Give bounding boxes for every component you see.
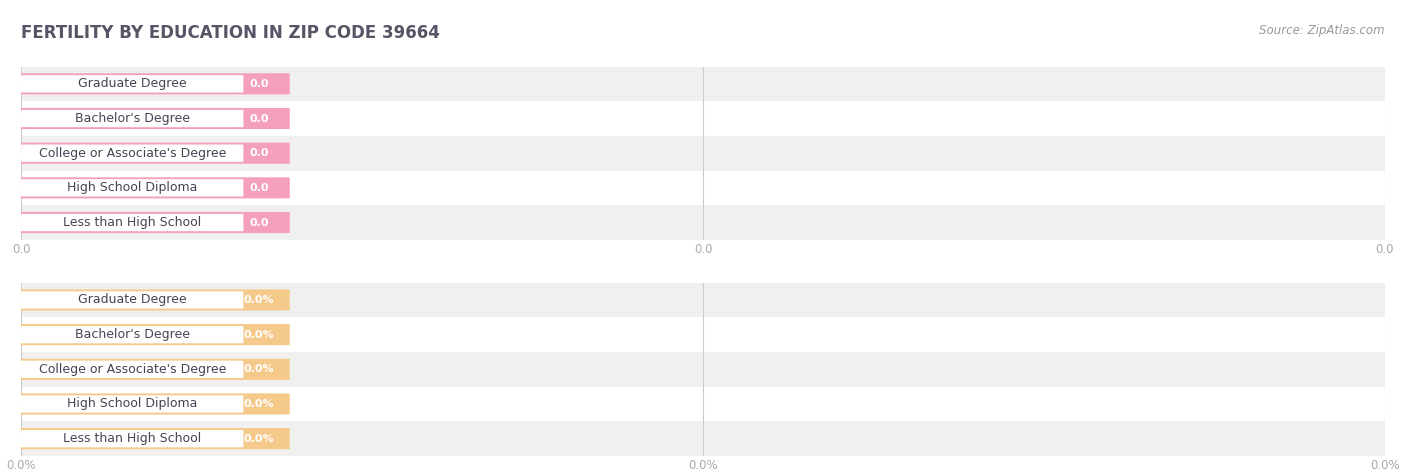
Text: 0.0%: 0.0%: [243, 330, 274, 340]
FancyBboxPatch shape: [21, 144, 243, 162]
Text: Graduate Degree: Graduate Degree: [77, 294, 187, 306]
Text: 0.0: 0.0: [249, 218, 269, 228]
FancyBboxPatch shape: [17, 359, 290, 380]
Text: 0.0: 0.0: [249, 148, 269, 158]
Text: FERTILITY BY EDUCATION IN ZIP CODE 39664: FERTILITY BY EDUCATION IN ZIP CODE 39664: [21, 24, 440, 42]
Text: College or Associate's Degree: College or Associate's Degree: [38, 147, 226, 160]
FancyBboxPatch shape: [17, 142, 290, 164]
Bar: [21, 66, 1385, 101]
Bar: [21, 317, 1385, 352]
FancyBboxPatch shape: [21, 214, 243, 231]
FancyBboxPatch shape: [21, 75, 243, 93]
Bar: [21, 421, 1385, 456]
FancyBboxPatch shape: [17, 73, 290, 95]
FancyBboxPatch shape: [21, 179, 243, 197]
Text: Bachelor's Degree: Bachelor's Degree: [75, 112, 190, 125]
Bar: [21, 136, 1385, 171]
Bar: [21, 171, 1385, 205]
FancyBboxPatch shape: [17, 212, 290, 233]
Bar: [21, 205, 1385, 240]
FancyBboxPatch shape: [17, 289, 290, 311]
FancyBboxPatch shape: [17, 177, 290, 199]
FancyBboxPatch shape: [17, 428, 290, 449]
Bar: [21, 387, 1385, 421]
Text: 0.0: 0.0: [249, 79, 269, 89]
Bar: [21, 352, 1385, 387]
FancyBboxPatch shape: [21, 110, 243, 127]
Text: 0.0%: 0.0%: [243, 434, 274, 444]
Text: 0.0%: 0.0%: [243, 295, 274, 305]
Text: High School Diploma: High School Diploma: [67, 398, 197, 410]
FancyBboxPatch shape: [17, 108, 290, 129]
Bar: [21, 283, 1385, 317]
Text: 0.0%: 0.0%: [243, 364, 274, 374]
FancyBboxPatch shape: [21, 326, 243, 343]
Text: 0.0: 0.0: [249, 183, 269, 193]
FancyBboxPatch shape: [21, 291, 243, 309]
Text: College or Associate's Degree: College or Associate's Degree: [38, 363, 226, 376]
FancyBboxPatch shape: [17, 393, 290, 415]
Text: Bachelor's Degree: Bachelor's Degree: [75, 328, 190, 341]
FancyBboxPatch shape: [21, 430, 243, 447]
FancyBboxPatch shape: [17, 324, 290, 345]
Text: Less than High School: Less than High School: [63, 216, 201, 229]
Text: 0.0%: 0.0%: [243, 399, 274, 409]
Text: Less than High School: Less than High School: [63, 432, 201, 445]
Text: 0.0: 0.0: [249, 114, 269, 124]
FancyBboxPatch shape: [21, 361, 243, 378]
Bar: [21, 101, 1385, 136]
Text: Source: ZipAtlas.com: Source: ZipAtlas.com: [1260, 24, 1385, 37]
Text: Graduate Degree: Graduate Degree: [77, 77, 187, 90]
Text: High School Diploma: High School Diploma: [67, 181, 197, 194]
FancyBboxPatch shape: [21, 395, 243, 413]
